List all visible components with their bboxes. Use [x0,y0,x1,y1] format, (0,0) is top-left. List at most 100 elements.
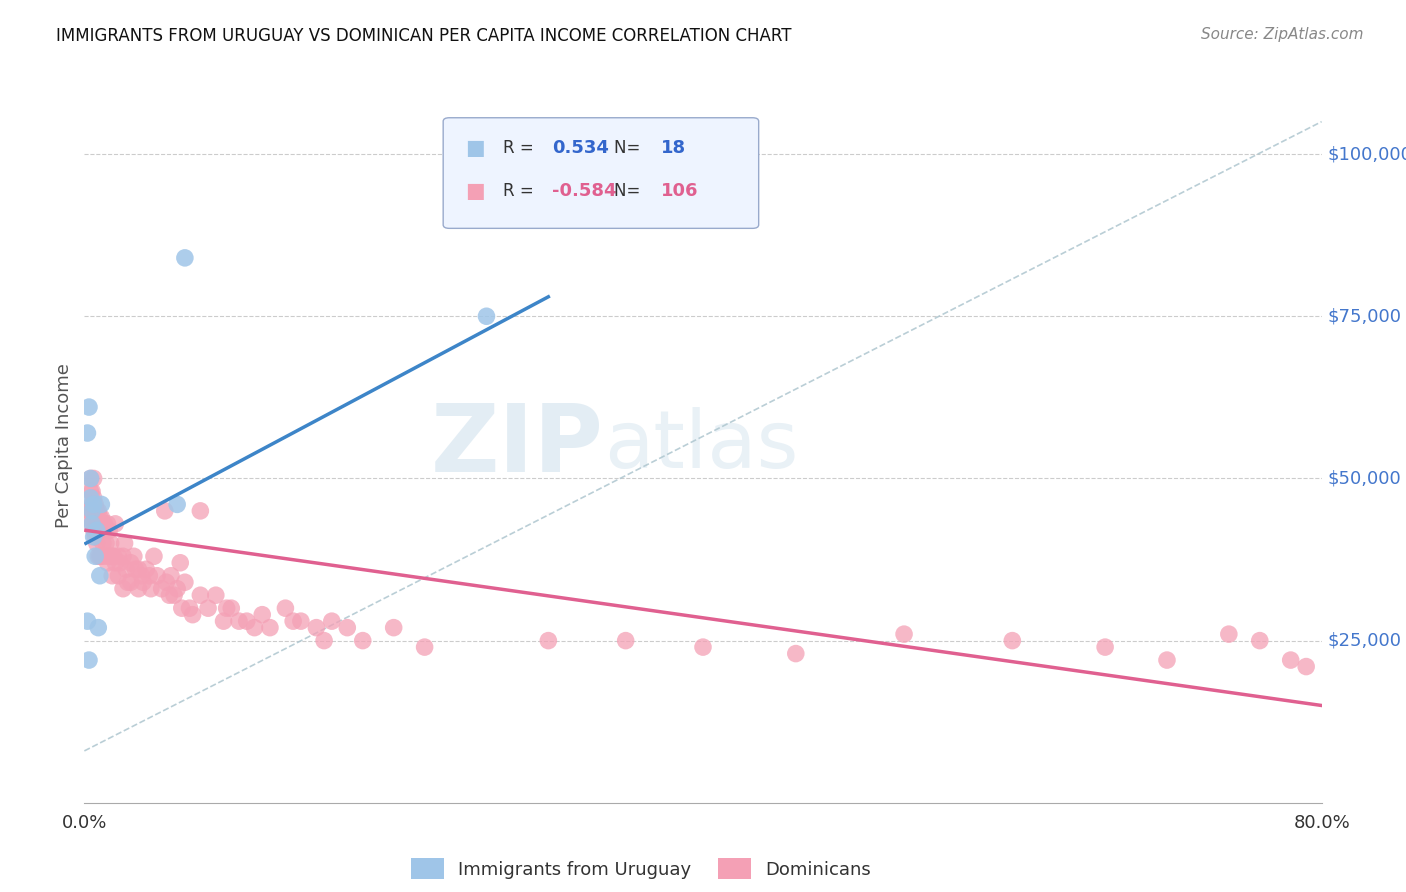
Point [82,516,104,531]
Point [139,582,162,596]
Point [77,653,100,667]
Point [179,601,201,615]
Point [382,621,405,635]
Point [160,568,183,582]
Point [104,516,127,531]
Point [89,568,111,582]
Point [107,568,129,582]
Text: ■: ■ [465,138,485,159]
Point [79,471,101,485]
Point [82,504,104,518]
Point [143,549,166,564]
Point [86,504,108,518]
Point [1156,653,1178,667]
Point [90,510,112,524]
Point [215,601,238,615]
Point [77,504,100,518]
Text: R =: R = [502,182,538,200]
Point [893,627,915,641]
Point [84,530,107,544]
Point [312,633,335,648]
Text: Source: ZipAtlas.com: Source: ZipAtlas.com [1201,27,1364,42]
Text: atlas: atlas [605,407,799,485]
Point [87,504,110,518]
Point [94,536,117,550]
Point [100,536,122,550]
Point [98,524,121,538]
Point [131,568,153,582]
Point [169,556,191,570]
Point [103,549,125,564]
Y-axis label: Per Capita Income: Per Capita Income [55,364,73,528]
Point [290,614,312,628]
Point [692,640,714,654]
Point [1218,627,1240,641]
Point [132,575,155,590]
Point [115,562,138,576]
Point [76,425,98,440]
Point [87,549,110,564]
Point [90,497,112,511]
Point [114,536,136,550]
Point [79,491,101,505]
Point [89,549,111,564]
Text: $50,000: $50,000 [1327,469,1402,487]
Text: $100,000: $100,000 [1327,145,1406,163]
Point [153,504,176,518]
Text: -0.584: -0.584 [553,182,617,200]
Point [82,497,104,511]
Point [124,562,146,576]
Point [90,549,112,564]
Point [96,516,118,531]
Point [146,568,169,582]
Point [614,633,637,648]
Point [96,556,118,570]
Point [101,549,124,564]
Point [84,497,107,511]
Text: $75,000: $75,000 [1327,307,1402,326]
Point [83,491,105,505]
Point [120,556,142,570]
Point [188,588,211,602]
Point [250,607,273,622]
Point [98,549,121,564]
Point [205,588,228,602]
Point [197,601,219,615]
Point [108,556,131,570]
Point [170,601,193,615]
Point [1295,659,1317,673]
Text: ■: ■ [465,181,485,202]
Point [87,516,110,531]
Point [1001,633,1024,648]
Point [259,621,281,635]
Point [159,588,180,602]
Point [83,471,105,485]
Point [82,484,104,499]
Point [155,575,177,590]
Text: 106: 106 [661,182,699,200]
Point [112,549,135,564]
Point [188,504,211,518]
Point [86,524,108,538]
Point [101,568,124,582]
Point [93,516,115,531]
Point [219,601,242,615]
Text: IMMIGRANTS FROM URUGUAY VS DOMINICAN PER CAPITA INCOME CORRELATION CHART: IMMIGRANTS FROM URUGUAY VS DOMINICAN PER… [56,27,792,45]
Point [82,516,104,531]
Point [1279,653,1302,667]
Point [91,516,114,531]
FancyBboxPatch shape [443,118,759,228]
Point [86,536,108,550]
Point [166,497,188,511]
Point [181,607,204,622]
Point [84,549,107,564]
Point [212,614,235,628]
Point [336,621,359,635]
Point [93,549,115,564]
Point [83,524,105,538]
Text: ZIP: ZIP [432,400,605,492]
Point [321,614,343,628]
Point [174,251,197,265]
Text: R =: R = [502,139,538,157]
Point [174,575,197,590]
